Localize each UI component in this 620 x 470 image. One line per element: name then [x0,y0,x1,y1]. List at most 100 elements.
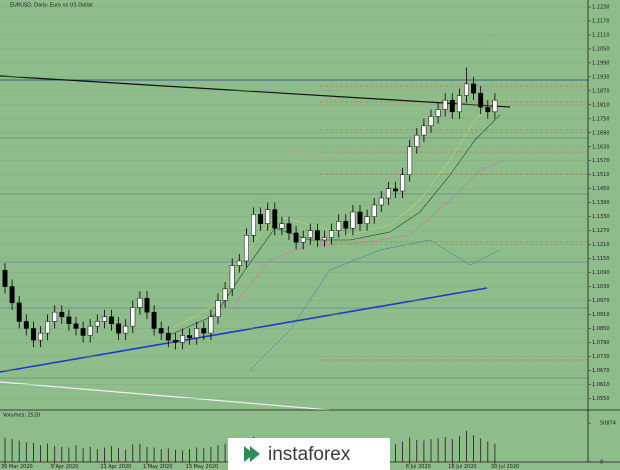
candle-body [180,335,185,343]
y-tick-label: 1.1210 [592,242,610,248]
x-tick-label: 9 Apr 2020 [51,464,79,470]
y-tick-label: 1.0850 [592,326,610,332]
chart-title: EURUSD, Daily: Euro vs US Dollar [10,3,94,9]
y-tick-label: 1.1810 [592,102,610,108]
candle-body [222,288,228,301]
candle-body [414,134,420,148]
y-tick-label: 1.2230 [592,4,610,10]
candle-body [137,297,143,308]
candle-body [300,237,306,243]
candle-body [101,316,107,322]
candle-body [492,99,498,113]
y-tick-label: 1.1570 [592,158,610,164]
candle-body [208,316,214,334]
candle-body [449,99,455,113]
y-tick-label: 1.1870 [592,88,610,94]
logo: instaforex [228,438,390,470]
x-tick-label: 1 May 2020 [143,464,172,470]
candle-body [421,125,427,136]
y-tick-label: 1.1090 [592,270,610,276]
y-tick-label: 1.2050 [592,46,610,52]
y-tick-label: 1.1150 [592,256,610,262]
candle-body [158,328,164,334]
candle-body [116,323,122,334]
candle-body [286,223,292,234]
candle-body [130,307,136,327]
x-tick-label: 30 Mar 2020 [1,464,33,470]
logo-icon [244,446,260,462]
candle-body [73,323,79,329]
x-tick-label: 21 Apr 2020 [100,464,131,470]
candle-body [87,325,93,336]
candle-body [329,230,335,238]
candle-body [357,211,363,224]
y-tick-label: 1.0550 [592,396,610,402]
candle-body [435,109,441,117]
candle-body [478,92,484,108]
x-tick-label: 30 Jul 2020 [491,464,519,470]
candle-body [9,286,15,304]
candle-body [94,321,100,327]
candle-body [314,230,320,241]
x-tick-label: 16 Jul 2020 [448,464,476,470]
candle-body [400,174,406,192]
candle-body [2,269,8,287]
y-tick-label: 1.0610 [592,382,610,388]
candle-body [45,321,51,334]
y-tick-label: 1.1270 [592,228,610,234]
y-tick-label: 1.1450 [592,186,610,192]
candle-body [80,328,86,336]
candle-body [144,297,150,313]
candle-body [322,237,327,241]
y2-tick-label: 50874 [600,421,616,427]
y-tick-label: 1.0910 [592,312,610,318]
candle-body [385,188,391,199]
candle-body [378,197,384,206]
candle-body [23,321,29,329]
candle-body [336,221,342,231]
candle-body [265,209,271,224]
candle-body [428,116,434,127]
y-tick-label: 1.0730 [592,354,610,360]
logo-text: instaforex [268,444,351,465]
candle-body [109,316,114,325]
x-tick-label: 13 May 2020 [186,464,219,470]
y-tick-label: 1.0970 [592,298,610,304]
y-tick-label: 1.2170 [592,18,610,24]
y-tick-label: 1.0670 [592,368,610,374]
candle-body [371,204,377,217]
candle-body [172,339,178,343]
y-tick-label: 1.1630 [592,144,610,150]
candle-body [52,311,58,322]
candle-body [38,332,43,341]
candle-body [194,328,200,339]
candle-body [151,311,157,329]
y-tick-label: 1.1990 [592,60,610,66]
candle-body [123,325,129,334]
y2-tick-label: 0 [600,460,603,466]
candle-body [258,214,264,224]
candle-body [243,235,249,262]
candle-body [66,316,72,325]
y-tick-label: 1.1330 [592,214,610,220]
candle-body [471,83,477,94]
candle-body [59,311,65,318]
candle-body [236,260,242,266]
candle-body [165,332,171,341]
candle-body [279,223,285,229]
candle-body [187,335,193,339]
candle-body [16,302,22,322]
y-tick-label: 1.1930 [592,74,610,80]
y-tick-label: 1.1510 [592,172,610,178]
candle-body [307,230,313,238]
candle-body [456,95,462,113]
candle-body [393,188,398,192]
candle-body [485,106,491,113]
candle-body [293,232,299,243]
y-tick-label: 1.1690 [592,130,610,136]
y-tick-label: 1.0790 [592,340,610,346]
candle-body [442,99,448,110]
candle-body [350,211,356,229]
candle-body [343,221,349,229]
